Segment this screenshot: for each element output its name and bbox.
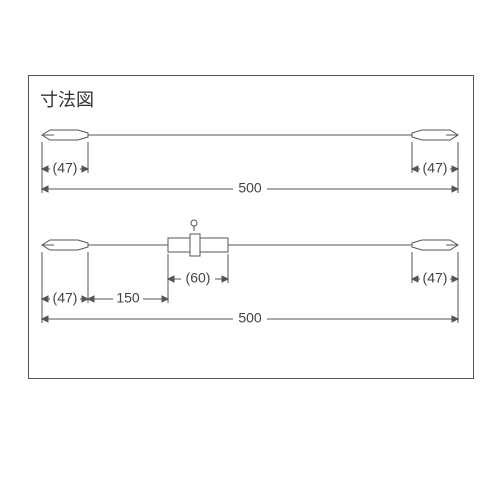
dim-c1-right: (47) <box>423 160 448 176</box>
dim-c2-right: (47) <box>423 270 448 286</box>
dim-c2-500: 500 <box>238 310 262 326</box>
dim-c2-150: 150 <box>116 290 140 306</box>
dim-c1-500: 500 <box>238 180 262 196</box>
cable2-right-clip <box>412 240 458 250</box>
cable2-left-clip <box>42 240 88 250</box>
cable1-right-clip <box>412 130 458 140</box>
dim-c2-left: (47) <box>53 290 78 306</box>
cable2-connector <box>168 220 228 256</box>
dim-c2-60: (60) <box>186 270 211 286</box>
dim-c1-left: (47) <box>53 160 78 176</box>
dimensional-diagram: (47) (47) 500 (60) (47) (47) 150 500 <box>28 75 472 377</box>
cable1-left-clip <box>42 130 88 140</box>
